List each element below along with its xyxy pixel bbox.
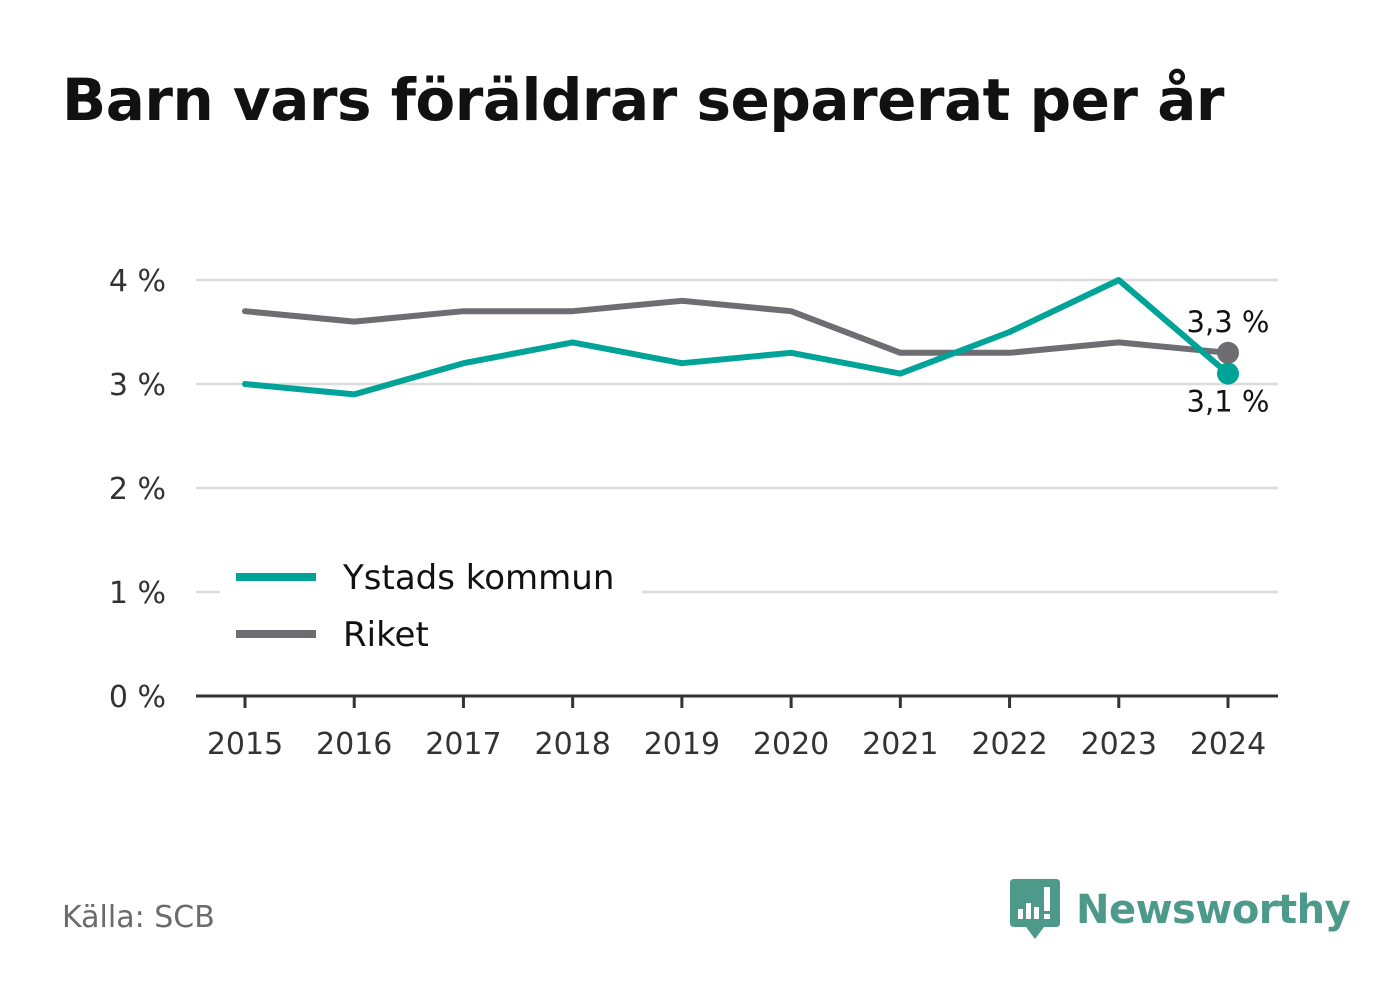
y-tick-label: 3 % bbox=[109, 368, 166, 403]
grid-lines bbox=[196, 278, 1278, 594]
x-tick-label: 2023 bbox=[1081, 727, 1157, 762]
y-tick-label: 2 % bbox=[109, 472, 166, 507]
brand-logo: Newsworthy bbox=[1010, 878, 1351, 942]
legend-label: Ystads kommun bbox=[342, 558, 614, 598]
brand-name: Newsworthy bbox=[1076, 887, 1351, 933]
x-tick-label: 2017 bbox=[425, 727, 501, 762]
x-tick-label: 2022 bbox=[971, 727, 1047, 762]
series-lines: 3,1 % 3,3 % bbox=[242, 277, 1272, 422]
x-tick-label: 2021 bbox=[862, 727, 938, 762]
x-tick-label: 2015 bbox=[207, 727, 283, 762]
source-note: Källa: SCB bbox=[62, 900, 215, 935]
legend-background bbox=[220, 548, 642, 664]
x-tick-label: 2019 bbox=[644, 727, 720, 762]
x-axis: 2015 2016 2017 2018 2019 2020 2021 2022 2023 2024 bbox=[196, 694, 1278, 762]
end-value-label: 3,1 % bbox=[1187, 385, 1270, 419]
y-tick-label: 1 % bbox=[109, 576, 166, 611]
y-tick-label: 0 % bbox=[109, 680, 166, 715]
series-line-ystads-kommun bbox=[242, 277, 1231, 398]
legend: Ystads kommun Riket bbox=[220, 548, 642, 664]
x-tick-label: 2016 bbox=[316, 727, 392, 762]
x-tick-label: 2024 bbox=[1190, 727, 1266, 762]
newsworthy-logo-icon bbox=[1010, 879, 1060, 939]
chart-title: Barn vars föräldrar separerat per år bbox=[62, 66, 1224, 134]
x-tick-label: 2018 bbox=[534, 727, 610, 762]
end-point-marker bbox=[1217, 362, 1239, 385]
x-tick-label: 2020 bbox=[753, 727, 829, 762]
series-line-riket bbox=[242, 297, 1231, 356]
end-value-label: 3,3 % bbox=[1187, 305, 1270, 339]
y-tick-label: 4 % bbox=[109, 264, 166, 299]
end-point-marker bbox=[1217, 341, 1239, 364]
y-axis-tick-labels: 0 % 1 % 2 % 3 % 4 % bbox=[109, 264, 166, 715]
legend-label: Riket bbox=[343, 615, 429, 655]
